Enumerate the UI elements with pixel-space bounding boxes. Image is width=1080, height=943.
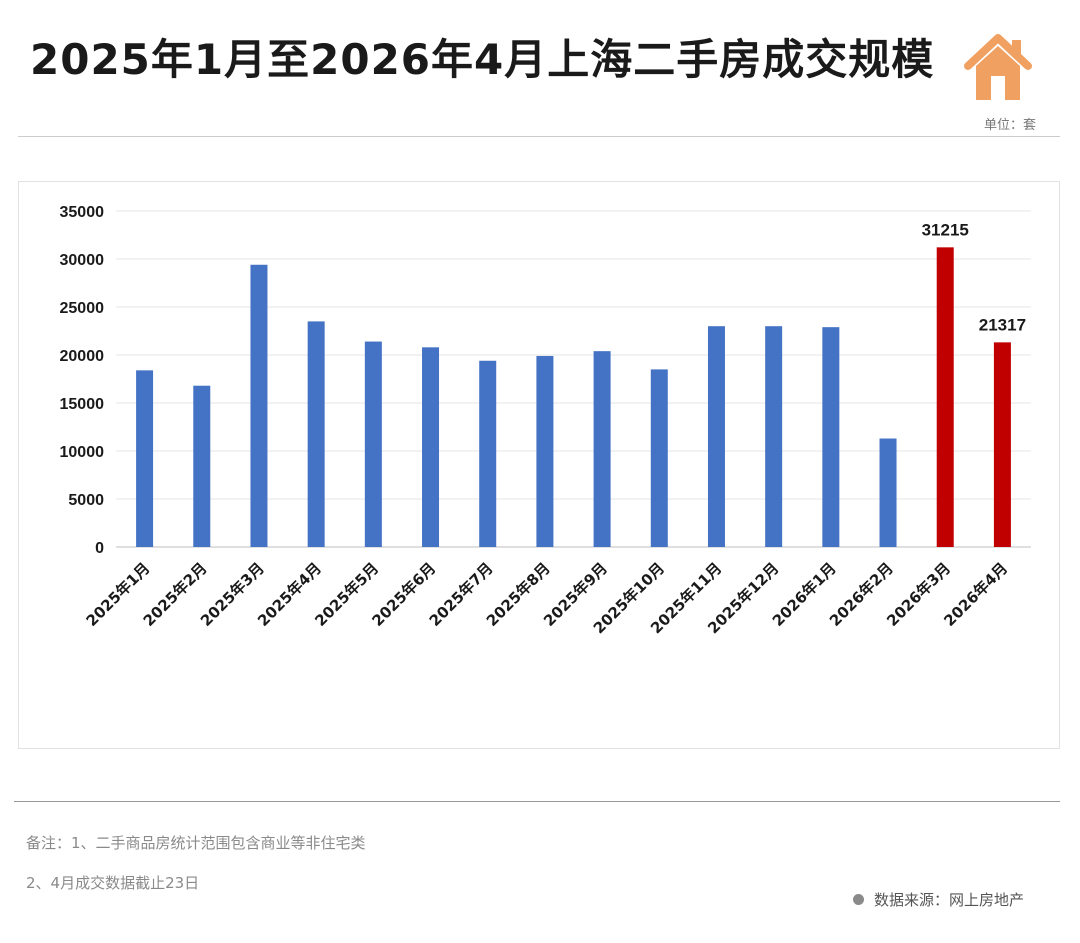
bar bbox=[707, 326, 725, 547]
bar bbox=[536, 355, 554, 547]
y-tick-label: 5000 bbox=[68, 492, 104, 509]
bar bbox=[993, 342, 1011, 547]
data-label: 21317 bbox=[979, 315, 1026, 334]
house-icon bbox=[964, 34, 1032, 100]
y-tick-label: 30000 bbox=[60, 252, 105, 269]
bar bbox=[879, 438, 897, 547]
y-tick-label: 10000 bbox=[60, 444, 105, 461]
bar bbox=[307, 321, 325, 547]
bullet-dot-icon bbox=[852, 894, 864, 905]
footer-divider bbox=[14, 801, 1060, 802]
bar bbox=[765, 326, 783, 547]
chart-frame: 0 5000 10000 15000 20000 25000 30000 35000 2025年… bbox=[18, 181, 1060, 749]
footnote-line-1: 备注：1、二手商品房统计范围包含商业等非住宅类 bbox=[26, 834, 366, 852]
bar bbox=[822, 327, 840, 547]
bar bbox=[193, 385, 211, 547]
bar bbox=[479, 360, 497, 547]
data-source: 数据来源：网上房地产 bbox=[852, 889, 1024, 910]
y-tick-label: 0 bbox=[95, 540, 104, 557]
data-source-label: 数据来源：网上房地产 bbox=[873, 891, 1024, 909]
bar bbox=[650, 369, 668, 547]
data-label: 31215 bbox=[922, 220, 969, 239]
bar bbox=[136, 370, 154, 547]
y-tick-label: 35000 bbox=[60, 204, 105, 221]
bar bbox=[250, 264, 268, 547]
header-divider bbox=[18, 136, 1060, 137]
bar bbox=[593, 351, 611, 547]
y-tick-label: 25000 bbox=[60, 300, 105, 317]
footnote-line-2: 2、4月成交数据截止23日 bbox=[26, 874, 200, 892]
y-tick-label: 20000 bbox=[60, 348, 105, 365]
bar bbox=[936, 247, 954, 547]
bar bbox=[422, 347, 440, 547]
bar-chart: 050001000015000200002500030000350002025年… bbox=[60, 204, 1031, 637]
bar bbox=[364, 341, 382, 547]
page-title: 2025年1月至2026年4月上海二手房成交规模 bbox=[30, 35, 935, 84]
y-tick-label: 15000 bbox=[60, 396, 105, 413]
unit-label: 单位：套 bbox=[983, 118, 1036, 133]
